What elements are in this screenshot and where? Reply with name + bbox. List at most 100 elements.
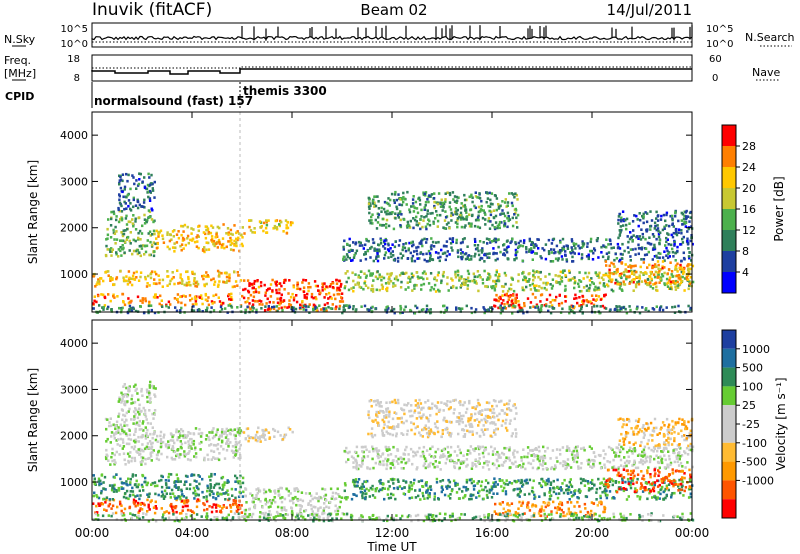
power-cell bbox=[530, 251, 533, 254]
power-cell bbox=[331, 303, 334, 306]
velocity-cell bbox=[670, 495, 673, 499]
power-cell bbox=[661, 308, 665, 312]
power-cell bbox=[171, 230, 175, 233]
power-cell bbox=[430, 244, 433, 247]
velocity-cell bbox=[371, 494, 375, 497]
power-cell bbox=[492, 247, 495, 250]
power-cell bbox=[653, 255, 657, 258]
power-cell bbox=[384, 210, 387, 214]
power-cell bbox=[282, 230, 285, 233]
power-cell bbox=[432, 287, 436, 291]
power-cell bbox=[121, 247, 125, 251]
power-cell bbox=[564, 250, 567, 253]
power-cell bbox=[502, 285, 506, 288]
power-cell bbox=[468, 279, 472, 283]
velocity-cell bbox=[190, 441, 194, 444]
velocity-cell bbox=[604, 494, 608, 497]
velocity-cell bbox=[337, 493, 340, 496]
velocity-cell bbox=[487, 481, 490, 485]
power-cell bbox=[448, 253, 451, 256]
velocity-cell bbox=[167, 475, 170, 479]
velocity-cell bbox=[562, 491, 566, 495]
power-cell bbox=[667, 243, 670, 246]
power-cell bbox=[193, 279, 196, 282]
power-cell bbox=[514, 248, 518, 252]
power-cell bbox=[640, 258, 643, 261]
power-cell bbox=[385, 201, 389, 205]
power-cell bbox=[236, 230, 239, 233]
power-cell bbox=[495, 293, 498, 297]
velocity-cell bbox=[307, 502, 310, 505]
power-cell bbox=[564, 274, 567, 277]
velocity-cell bbox=[465, 478, 469, 482]
power-cell bbox=[448, 226, 451, 230]
power-cell bbox=[183, 223, 187, 227]
power-cell bbox=[290, 221, 293, 224]
velocity-cell bbox=[163, 511, 166, 514]
velocity-cell bbox=[212, 427, 215, 430]
power-cell bbox=[441, 201, 444, 205]
velocity-cell bbox=[201, 477, 204, 481]
power-cell bbox=[210, 224, 213, 228]
velocity-cell bbox=[296, 489, 300, 493]
power-cell bbox=[507, 245, 510, 248]
power-cell bbox=[493, 252, 496, 255]
power-cell bbox=[665, 224, 668, 227]
power-cell bbox=[478, 274, 481, 277]
velocity-cell bbox=[126, 395, 129, 398]
power-cell bbox=[468, 258, 471, 261]
power-cell bbox=[585, 255, 589, 258]
power-cell bbox=[637, 276, 640, 279]
power-cell bbox=[389, 247, 392, 250]
velocity-cell bbox=[482, 488, 485, 492]
power-cell bbox=[499, 297, 502, 301]
power-cell bbox=[659, 306, 662, 310]
velocity-cell bbox=[270, 499, 273, 503]
power-cell bbox=[302, 278, 305, 282]
power-cell bbox=[514, 297, 517, 300]
velocity-cell bbox=[330, 497, 333, 500]
velocity-cell bbox=[508, 481, 511, 484]
power-cell bbox=[570, 240, 574, 243]
velocity-cell bbox=[146, 442, 150, 445]
power-cell bbox=[185, 281, 189, 285]
velocity-cell bbox=[435, 477, 439, 481]
power-cell bbox=[370, 306, 373, 310]
power-cell bbox=[582, 286, 586, 289]
power-cell bbox=[132, 249, 136, 253]
power-cell bbox=[114, 242, 117, 245]
power-cell bbox=[353, 253, 356, 257]
power-cell bbox=[456, 225, 459, 229]
power-cell bbox=[537, 275, 540, 279]
power-cell bbox=[161, 305, 164, 308]
velocity-cell bbox=[258, 489, 262, 493]
power-cell bbox=[312, 308, 315, 311]
velocity-cell bbox=[162, 436, 165, 439]
velocity-cell bbox=[250, 515, 253, 519]
power-cell bbox=[670, 273, 673, 276]
velocity-cell bbox=[490, 487, 494, 490]
power-cell bbox=[168, 282, 171, 286]
power-cell bbox=[123, 200, 126, 204]
velocity-cell bbox=[165, 443, 168, 446]
power-cell bbox=[532, 269, 535, 273]
power-cell bbox=[228, 273, 231, 276]
velocity-cell bbox=[300, 491, 304, 494]
power-cell bbox=[530, 247, 533, 250]
velocity-cell bbox=[121, 418, 124, 422]
velocity-cell bbox=[361, 494, 364, 497]
power-cell bbox=[534, 243, 537, 246]
power-cell bbox=[589, 249, 592, 253]
velocity-cell bbox=[397, 457, 400, 461]
velocity-cell bbox=[263, 433, 266, 437]
velocity-cell bbox=[512, 488, 515, 492]
velocity-cell bbox=[283, 506, 286, 509]
power-cell bbox=[562, 248, 566, 251]
velocity-cell bbox=[129, 451, 132, 454]
power-cell bbox=[342, 309, 345, 312]
power-cell bbox=[618, 247, 622, 250]
velocity-cell bbox=[482, 497, 485, 501]
velocity-cell bbox=[261, 506, 264, 509]
velocity-cell bbox=[598, 486, 602, 490]
